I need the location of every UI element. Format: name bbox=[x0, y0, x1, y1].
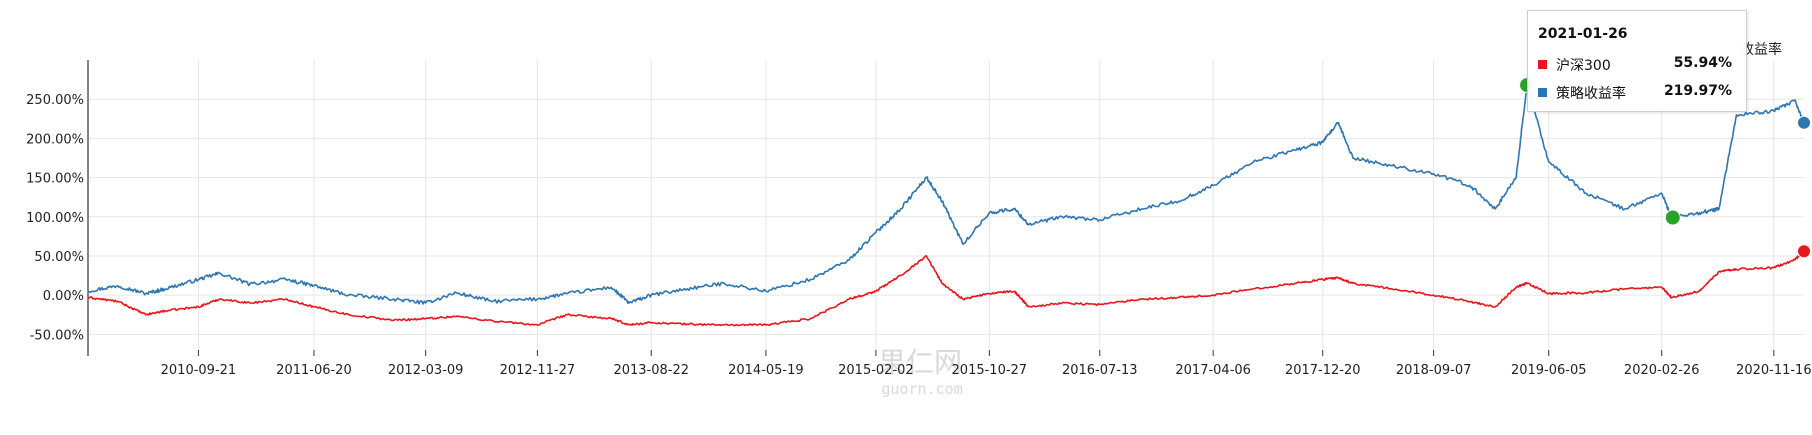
x-tick-label: 2019-06-05 bbox=[1511, 363, 1587, 378]
x-tick-label: 2020-11-16 bbox=[1736, 363, 1812, 378]
tooltip-series-value: 55.94% bbox=[1673, 55, 1732, 71]
x-tick-label: 2014-05-19 bbox=[728, 363, 804, 378]
y-tick-label: 100.00% bbox=[26, 211, 84, 226]
series-line-strategy[interactable] bbox=[87, 84, 1805, 305]
x-tick-label: 2017-12-20 bbox=[1285, 363, 1361, 378]
watermark-text-en: guorn.com bbox=[881, 380, 962, 398]
x-tick-label: 2010-09-21 bbox=[161, 363, 237, 378]
grid-layer bbox=[88, 60, 1804, 350]
tooltip-series-name: 沪深300 bbox=[1556, 58, 1611, 74]
series-line-hs300[interactable] bbox=[87, 250, 1805, 327]
series-end-point[interactable] bbox=[1797, 115, 1811, 130]
series-layer bbox=[87, 84, 1805, 327]
y-tick-label: 50.00% bbox=[34, 250, 84, 265]
x-tick-label: 2020-02-26 bbox=[1624, 363, 1700, 378]
y-tick-label: 250.00% bbox=[26, 93, 84, 108]
y-tick-label: 0.00% bbox=[43, 289, 84, 304]
tooltip-row-hs300: 沪深300 55.94% bbox=[1538, 55, 1738, 74]
strategy-swatch-icon bbox=[1538, 88, 1547, 97]
tooltip-series-value: 219.97% bbox=[1663, 83, 1732, 99]
axis-layer: -50.00% 0.00% 50.00% 100.00% 150.00% 200.00% 2… bbox=[26, 60, 1812, 378]
legend-partial-label[interactable]: 收益率 bbox=[1740, 41, 1782, 58]
data-tooltip: 2021-01-26 沪深300 55.94% 策略收益率 219.97% bbox=[1527, 10, 1747, 112]
x-tick-label: 2016-07-13 bbox=[1062, 363, 1138, 378]
x-tick-label: 2013-08-22 bbox=[613, 363, 689, 378]
watermark-text-cn: 果仁网 bbox=[878, 346, 962, 379]
y-tick-label: 150.00% bbox=[26, 172, 84, 187]
watermark: 果仁网 guorn.com bbox=[878, 346, 963, 398]
x-tick-label: 2012-11-27 bbox=[500, 363, 576, 378]
series-end-point[interactable] bbox=[1797, 244, 1811, 259]
x-tick-label: 2015-02-02 bbox=[838, 363, 914, 378]
tooltip-series-name: 策略收益率 bbox=[1556, 86, 1626, 102]
x-tick-label: 2011-06-20 bbox=[276, 363, 352, 378]
x-tick-label: 2017-04-06 bbox=[1175, 363, 1251, 378]
extreme-point-marker[interactable] bbox=[1664, 209, 1681, 226]
y-tick-label: 200.00% bbox=[26, 132, 84, 147]
x-tick-label: 2018-09-07 bbox=[1396, 363, 1472, 378]
x-tick-label: 2015-10-27 bbox=[952, 363, 1028, 378]
tooltip-row-strategy: 策略收益率 219.97% bbox=[1538, 83, 1738, 102]
tooltip-date: 2021-01-26 bbox=[1538, 26, 1628, 42]
x-tick-label: 2012-03-09 bbox=[388, 363, 464, 378]
hs300-swatch-icon bbox=[1538, 60, 1547, 69]
y-tick-label: -50.00% bbox=[30, 328, 84, 343]
